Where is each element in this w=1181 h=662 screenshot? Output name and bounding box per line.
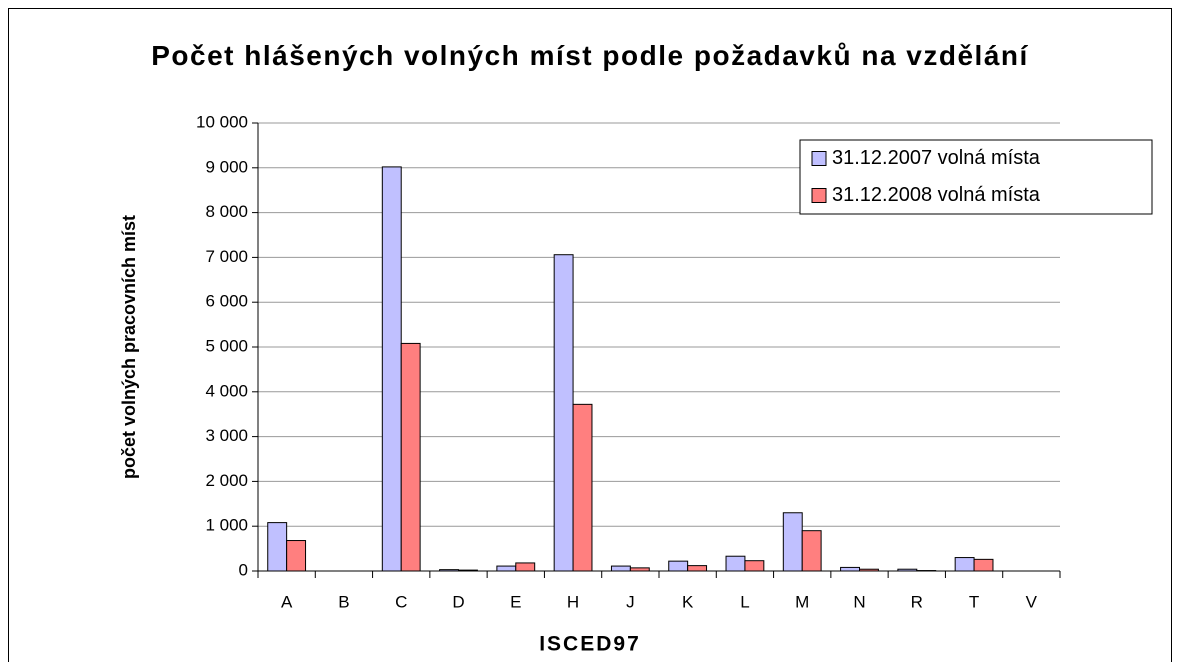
x-tick-label: V [1026, 592, 1038, 611]
y-tick-label: 5 000 [205, 336, 248, 355]
x-tick-label: L [740, 592, 749, 611]
y-tick-label: 0 [239, 560, 248, 579]
y-tick-label: 3 000 [205, 426, 248, 445]
bar [458, 569, 478, 572]
chart-title: Počet hlášených volných míst podle požad… [151, 40, 1029, 71]
bar [515, 562, 536, 572]
x-tick-label: M [795, 592, 809, 611]
x-tick-label: T [969, 592, 979, 611]
legend-swatch [811, 188, 827, 203]
bar [439, 569, 459, 572]
x-tick-label: K [682, 592, 694, 611]
y-tick-label: 4 000 [205, 381, 248, 400]
y-tick-label: 10 000 [196, 112, 248, 131]
x-tick-label: B [338, 592, 349, 611]
bar [496, 565, 517, 572]
bar [687, 565, 708, 572]
legend-label: 31.12.2007 volná místa [832, 147, 1041, 169]
bar [553, 254, 574, 572]
bar [840, 566, 860, 572]
x-tick-label: H [567, 592, 579, 611]
bar [572, 403, 593, 572]
x-tick-label: D [452, 592, 464, 611]
x-tick-label: R [911, 592, 923, 611]
y-tick-label: 9 000 [205, 157, 248, 176]
x-tick-label: E [510, 592, 521, 611]
x-tick-label: N [853, 592, 865, 611]
bar [267, 522, 288, 572]
bar [381, 166, 402, 572]
bar [973, 558, 994, 572]
legend-swatch [811, 151, 827, 166]
legend-label: 31.12.2008 volná místa [832, 184, 1041, 206]
y-tick-label: 8 000 [205, 202, 248, 221]
legend-box [799, 139, 1153, 215]
y-tick-label: 6 000 [205, 292, 248, 311]
y-axis-label: počet volných pracovních míst [119, 215, 139, 479]
x-tick-label: A [281, 592, 293, 611]
bar [897, 568, 918, 572]
bar [859, 568, 879, 572]
bar [286, 540, 307, 572]
bar [610, 565, 631, 572]
x-axis-label: ISCED97 [539, 633, 641, 656]
bar [400, 342, 421, 572]
bar [725, 555, 746, 572]
bar [801, 530, 822, 572]
x-tick-label: C [395, 592, 407, 611]
y-tick-label: 7 000 [205, 247, 248, 266]
bar [954, 557, 975, 572]
bar [782, 512, 803, 572]
y-tick-label: 1 000 [205, 516, 248, 535]
bar [668, 560, 689, 572]
bar [629, 567, 650, 572]
y-tick-label: 2 000 [205, 471, 248, 490]
x-tick-label: J [626, 592, 635, 611]
bar [744, 560, 765, 572]
